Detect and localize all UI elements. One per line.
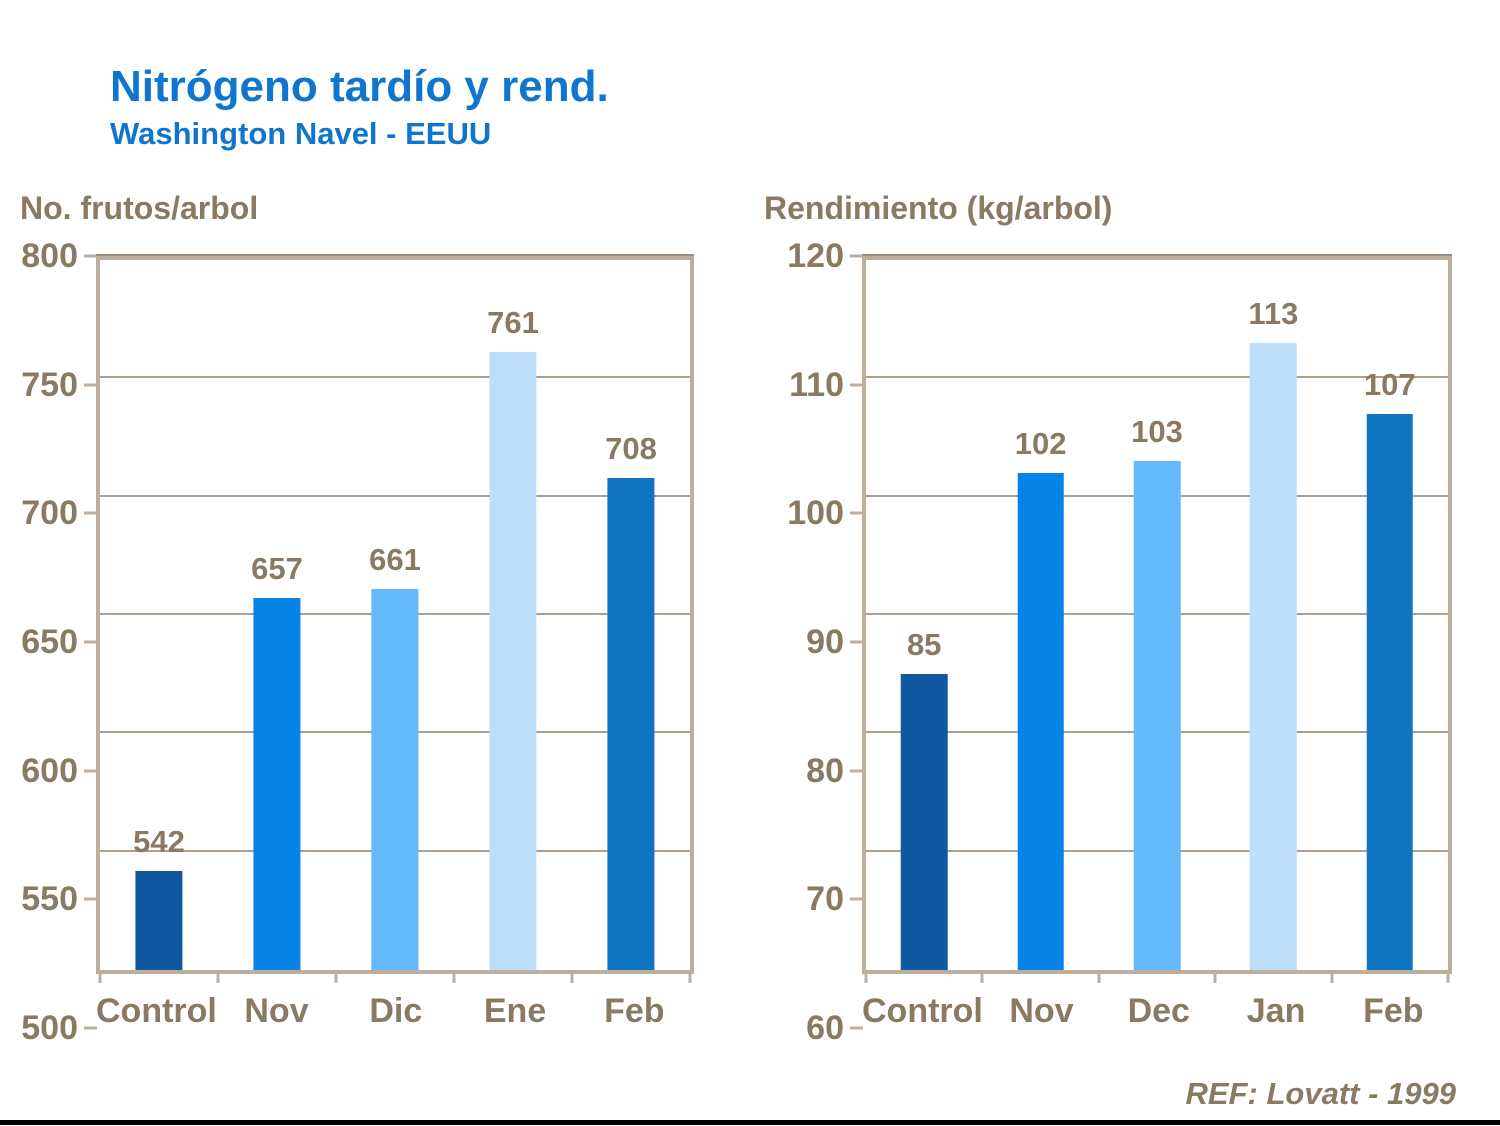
right-chart-axis-title: Rendimiento (kg/arbol) xyxy=(764,190,1113,226)
y-tick-label: 800 xyxy=(21,237,78,275)
bar-value-label: 113 xyxy=(1248,295,1299,331)
x-tick-mark xyxy=(452,970,456,983)
left-chart-y-axis: 500 550 600 650 700 750 800 xyxy=(18,239,97,1045)
x-tick-mark xyxy=(570,970,574,983)
gridline xyxy=(866,376,1448,379)
x-tick-mark xyxy=(1446,970,1450,983)
y-tick-label: 600 xyxy=(21,751,78,790)
left-chart-body: 500 550 600 650 700 750 800 542 657 661 761 708 Co… xyxy=(18,239,694,1045)
right-chart-plot-wrap: 85 102 103 113 107 Control Nov Dec Jan Feb xyxy=(862,256,1452,1028)
bar-control xyxy=(900,674,948,970)
y-tick-label: 110 xyxy=(789,365,844,404)
x-category-label: Control xyxy=(862,992,983,1030)
left-chart-axis-title: No. frutos/arbol xyxy=(20,190,259,226)
x-tick-mark xyxy=(98,970,102,983)
x-category-label: Nov xyxy=(1009,992,1074,1030)
x-category-label: Dec xyxy=(1127,992,1190,1030)
bar-value-label: 542 xyxy=(133,823,185,859)
bar-value-label: 761 xyxy=(487,305,539,341)
bar-value-label: 103 xyxy=(1131,414,1183,450)
right-chart-y-axis: 60 70 80 90 100 110 120 xyxy=(758,239,863,1045)
x-tick-mark xyxy=(334,970,338,983)
y-tick-label: 80 xyxy=(806,751,844,790)
x-tick-mark xyxy=(688,970,692,983)
y-tick-mark xyxy=(84,383,97,387)
x-category-label: Nov xyxy=(244,992,309,1030)
y-tick-mark xyxy=(84,769,97,773)
bar-value-label: 85 xyxy=(906,627,942,663)
y-tick-label: 500 xyxy=(21,1009,78,1047)
left-chart-x-labels: Control Nov Dic Ene Feb xyxy=(96,994,694,1028)
chart-rendimiento-panel: Rendimiento (kg/arbol) 60 70 80 90 100 110 120… xyxy=(758,190,1452,1045)
y-tick-mark xyxy=(850,897,863,901)
y-tick-label: 90 xyxy=(806,623,844,661)
chart-frutos-panel: No. frutos/arbol 500 550 600 650 700 750 800 5… xyxy=(18,190,694,1045)
y-tick-label: 650 xyxy=(21,623,78,661)
bar-value-label: 102 xyxy=(1014,426,1067,461)
y-tick-mark xyxy=(850,640,863,644)
gridline xyxy=(100,376,690,379)
bar-value-label: 708 xyxy=(605,430,657,466)
slide-header: Nitrógeno tardío y rend. Washington Nave… xyxy=(110,62,609,152)
bar-value-label: 657 xyxy=(251,551,303,587)
bar-jan xyxy=(1250,342,1297,970)
x-tick-mark xyxy=(980,970,984,983)
bar-value-label: 661 xyxy=(369,541,421,577)
right-chart-plot: 85 102 103 113 107 xyxy=(862,256,1452,983)
x-tick-mark xyxy=(216,970,220,983)
gridline xyxy=(100,494,690,497)
x-tick-mark xyxy=(1097,970,1101,983)
y-tick-label: 60 xyxy=(806,1009,844,1047)
y-tick-mark xyxy=(84,897,97,901)
y-tick-mark xyxy=(850,769,863,773)
bar-ene xyxy=(489,352,537,970)
x-category-label: Control xyxy=(96,992,217,1030)
bar-dec xyxy=(1133,461,1181,970)
y-tick-label: 750 xyxy=(21,365,78,404)
y-tick-mark xyxy=(84,254,97,258)
bar-feb xyxy=(1366,413,1414,970)
y-tick-mark xyxy=(84,511,97,515)
x-tick-mark xyxy=(864,970,868,983)
y-tick-label: 120 xyxy=(787,237,844,275)
slide-title: Nitrógeno tardío y rend. xyxy=(110,62,609,111)
x-category-label: Jan xyxy=(1246,992,1306,1030)
bar-nov xyxy=(253,598,301,970)
bar-dic xyxy=(371,588,419,970)
slide-subtitle: Washington Navel - EEUU xyxy=(110,116,492,151)
left-chart-plot-wrap: 542 657 661 761 708 Control Nov Dic Ene Feb xyxy=(96,256,694,1028)
y-tick-mark xyxy=(850,511,863,515)
x-category-label: Dic xyxy=(369,992,423,1030)
y-tick-mark xyxy=(84,640,97,644)
x-category-label: Feb xyxy=(1363,992,1424,1030)
y-tick-mark xyxy=(84,1026,97,1030)
y-tick-label: 550 xyxy=(21,880,78,919)
bar-nov xyxy=(1017,473,1064,970)
x-category-label: Ene xyxy=(483,992,547,1030)
reference-text: REF: Lovatt - 1999 xyxy=(1185,1076,1456,1111)
right-chart-x-labels: Control Nov Dec Jan Feb xyxy=(862,994,1452,1028)
y-tick-label: 100 xyxy=(787,494,844,533)
x-category-label: Feb xyxy=(604,992,665,1030)
right-chart-body: 60 70 80 90 100 110 120 85 102 103 113 107 Control… xyxy=(758,239,1452,1045)
x-tick-mark xyxy=(1330,970,1334,983)
y-tick-label: 700 xyxy=(21,494,78,533)
y-tick-label: 70 xyxy=(806,880,844,919)
x-tick-mark xyxy=(1213,970,1217,983)
bar-value-label: 107 xyxy=(1363,366,1416,402)
bar-feb xyxy=(607,477,655,970)
y-tick-mark xyxy=(850,254,863,258)
y-tick-mark xyxy=(850,383,863,387)
bar-control xyxy=(135,870,183,970)
y-tick-mark xyxy=(850,1026,863,1030)
left-chart-plot: 542 657 661 761 708 xyxy=(96,256,694,983)
bottom-divider xyxy=(0,1120,1500,1125)
